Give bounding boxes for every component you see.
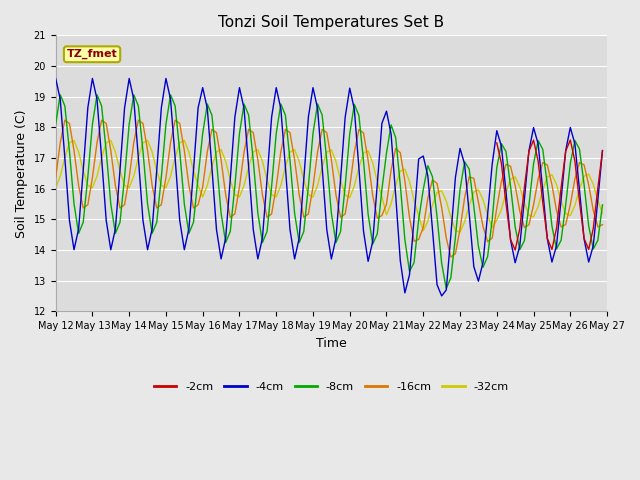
X-axis label: Time: Time <box>316 336 347 349</box>
Y-axis label: Soil Temperature (C): Soil Temperature (C) <box>15 109 28 238</box>
Text: TZ_fmet: TZ_fmet <box>67 49 117 60</box>
Title: Tonzi Soil Temperatures Set B: Tonzi Soil Temperatures Set B <box>218 15 444 30</box>
Legend: -2cm, -4cm, -8cm, -16cm, -32cm: -2cm, -4cm, -8cm, -16cm, -32cm <box>150 377 513 396</box>
